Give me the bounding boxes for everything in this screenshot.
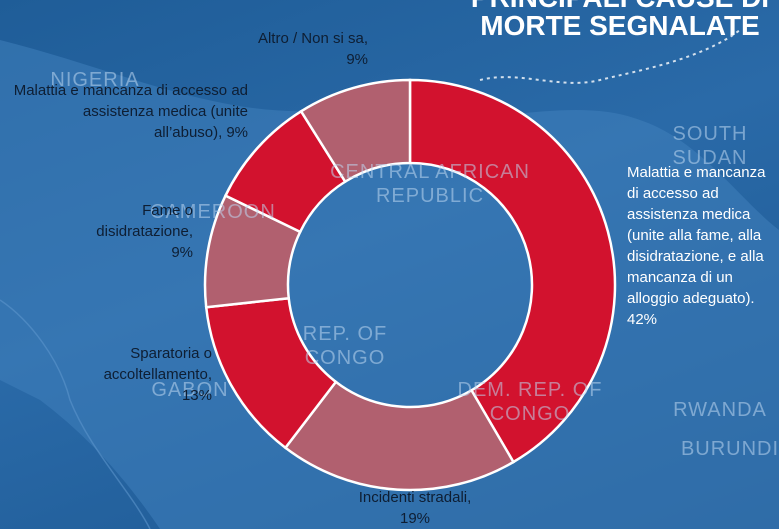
- map-label: BURUNDI: [680, 438, 779, 460]
- map-label: CAMEROON: [150, 201, 276, 223]
- category-label: Incidenti stradali,: [358, 489, 472, 506]
- value-label: 9%: [346, 51, 368, 68]
- category-label: Sparatoria o accoltellamento,: [103, 345, 212, 383]
- land: [0, 40, 779, 529]
- value-label: 42%: [627, 311, 658, 328]
- slice-label: Sparatoria o accoltellamento, 13%: [62, 343, 212, 406]
- map-label: DEM. REP. OF CONGO: [457, 379, 603, 425]
- map-label: SOUTH SUDAN: [672, 123, 748, 169]
- category-label: Malattia e mancanza di accesso ad assist…: [627, 164, 766, 307]
- slice: [299, 78, 412, 184]
- value-label: 13%: [181, 387, 212, 404]
- map-label: CENTRAL AFRICAN REPUBLIC: [330, 161, 530, 207]
- map-label: RWANDA: [673, 399, 767, 421]
- slice-label: Incidenti stradali, 19%: [315, 487, 515, 529]
- category-label: Malattia e mancanza di accesso ad assist…: [13, 82, 248, 141]
- category-label: Fame o disidratazione,: [96, 202, 193, 240]
- map-label: GABON: [151, 379, 229, 401]
- slice-label: Malattia e mancanza di accesso ad assist…: [0, 80, 248, 143]
- border: [479, 29, 741, 84]
- category-label: Altro / Non si sa,: [257, 30, 368, 47]
- slice: [283, 380, 516, 492]
- slice-label: Malattia e mancanza di accesso ad assist…: [627, 162, 779, 330]
- slice-label: Fame o disidratazione, 9%: [53, 200, 193, 263]
- map-label: REP. OF CONGO: [302, 323, 388, 369]
- slice: [408, 78, 617, 464]
- value-label: 19%: [399, 510, 431, 527]
- map-label: NIGERIA: [50, 69, 140, 91]
- coast: [0, 299, 151, 529]
- slice-label: Altro / Non si sa, 9%: [168, 28, 368, 70]
- title: PRINCIPALI CAUSE DI MORTE SEGNALATE: [471, 0, 769, 41]
- value-label: 9%: [171, 244, 193, 261]
- value-label: 9%: [226, 124, 248, 141]
